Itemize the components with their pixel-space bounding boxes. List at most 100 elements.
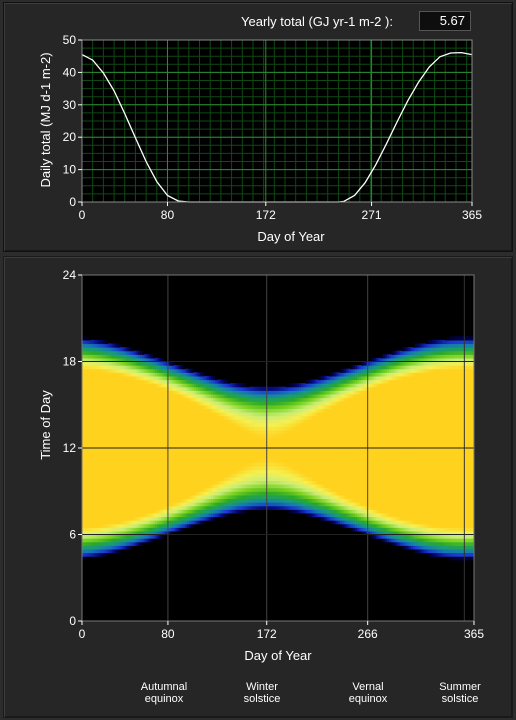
heatmap-cell — [144, 429, 148, 435]
heatmap-cell — [114, 484, 117, 489]
heatmap-cell — [84, 415, 87, 420]
heatmap-cell — [258, 487, 261, 492]
heatmap-cell — [161, 383, 165, 388]
heatmap-cell — [170, 429, 173, 435]
heatmap-cell — [197, 502, 201, 507]
heatmap-cell — [232, 480, 236, 485]
heatmap-cell — [84, 480, 87, 485]
heatmap-cell — [296, 426, 300, 431]
heatmap-cell — [135, 498, 139, 503]
heatmap-cell — [193, 476, 197, 482]
heatmap-cell — [139, 498, 143, 503]
heatmap-cell — [182, 451, 186, 456]
heatmap-cell — [165, 429, 169, 435]
heatmap-cell — [200, 469, 203, 474]
heatmap-cell — [228, 433, 231, 438]
heatmap-cell — [288, 484, 291, 489]
heatmap-cell — [118, 404, 122, 409]
heatmap-cell — [258, 390, 261, 395]
heatmap-cell — [303, 419, 306, 424]
heatmap-cell — [118, 448, 122, 453]
heatmap-cell — [101, 520, 105, 525]
heatmap-cell — [195, 462, 199, 467]
heatmap-cell — [178, 397, 182, 402]
heatmap-cell — [240, 444, 244, 449]
heatmap-cell — [124, 397, 128, 402]
heatmap-cell — [316, 487, 319, 492]
heatmap-cell — [294, 440, 298, 445]
heatmap-cell — [206, 502, 210, 507]
heatmap-cell — [144, 419, 148, 424]
heatmap-cell — [197, 491, 201, 496]
heatmap-cell — [273, 429, 276, 435]
heatmap-cell — [180, 372, 184, 377]
heatmap-cell — [144, 415, 148, 420]
heatmap-cell — [281, 448, 285, 453]
heatmap-cell — [152, 505, 156, 510]
heatmap-cell — [97, 484, 100, 489]
heatmap-cell — [262, 448, 266, 453]
heatmap-cell — [215, 440, 218, 445]
heatmap-cell — [279, 393, 283, 399]
heatmap-cell — [82, 411, 85, 417]
heatmap-cell — [275, 429, 279, 435]
heatmap-cell — [114, 365, 117, 370]
heatmap-cell — [157, 408, 160, 413]
heatmap-cell — [131, 375, 135, 381]
heatmap-cell — [90, 494, 94, 500]
heatmap-cell — [273, 484, 276, 489]
heatmap-cell — [219, 429, 223, 435]
heatmap-cell — [298, 484, 302, 489]
heatmap-cell — [101, 545, 105, 550]
heatmap-cell — [159, 516, 163, 521]
heatmap-cell — [309, 512, 313, 518]
heatmap-cell — [176, 484, 180, 489]
heatmap-cell — [120, 484, 124, 489]
heatmap-cell — [170, 448, 173, 453]
heatmap-cell — [232, 433, 236, 438]
heatmap-cell — [103, 368, 107, 373]
heatmap-cell — [137, 404, 141, 409]
heatmap-cell — [219, 487, 223, 492]
heatmap-cell — [94, 473, 98, 478]
heatmap-cell — [133, 494, 137, 500]
heatmap-cell — [135, 429, 139, 435]
heatmap-cell — [290, 505, 294, 510]
heatmap-cell — [260, 401, 264, 406]
heatmap-cell — [260, 494, 264, 500]
heatmap-cell — [109, 498, 113, 503]
heatmap-cell — [105, 379, 109, 384]
heatmap-cell — [217, 397, 221, 402]
heatmap-cell — [243, 433, 246, 438]
heatmap-cell — [159, 361, 163, 366]
heatmap-cell — [292, 411, 296, 417]
heatmap-cell — [150, 422, 154, 427]
heatmap-cell — [144, 411, 148, 417]
heatmap-cell — [88, 498, 92, 503]
heatmap-cell — [133, 422, 137, 427]
heatmap-cell — [174, 512, 178, 518]
heatmap-cell — [223, 401, 227, 406]
heatmap-cell — [187, 491, 190, 496]
heatmap-cell — [165, 494, 169, 500]
heatmap-cell — [176, 476, 180, 482]
heatmap-cell — [131, 390, 135, 395]
heatmap-cell — [290, 498, 294, 503]
heatmap-cell — [163, 386, 167, 391]
heatmap-cell — [97, 401, 100, 406]
heatmap-cell — [135, 401, 139, 406]
heatmap-cell — [247, 401, 251, 406]
heatmap-cell — [167, 498, 171, 503]
heatmap-cell — [234, 422, 238, 427]
heatmap-cell — [301, 419, 304, 424]
heatmap-cell — [114, 404, 117, 409]
heatmap-cell — [120, 365, 124, 370]
heatmap-cell — [230, 473, 233, 478]
heatmap-cell — [92, 365, 96, 370]
heatmap-cell — [249, 433, 253, 438]
heatmap-cell — [298, 473, 302, 478]
heatmap-cell — [161, 494, 165, 500]
heatmap-cell — [288, 437, 291, 442]
heatmap-cell — [232, 408, 236, 413]
heatmap-cell — [101, 541, 105, 546]
